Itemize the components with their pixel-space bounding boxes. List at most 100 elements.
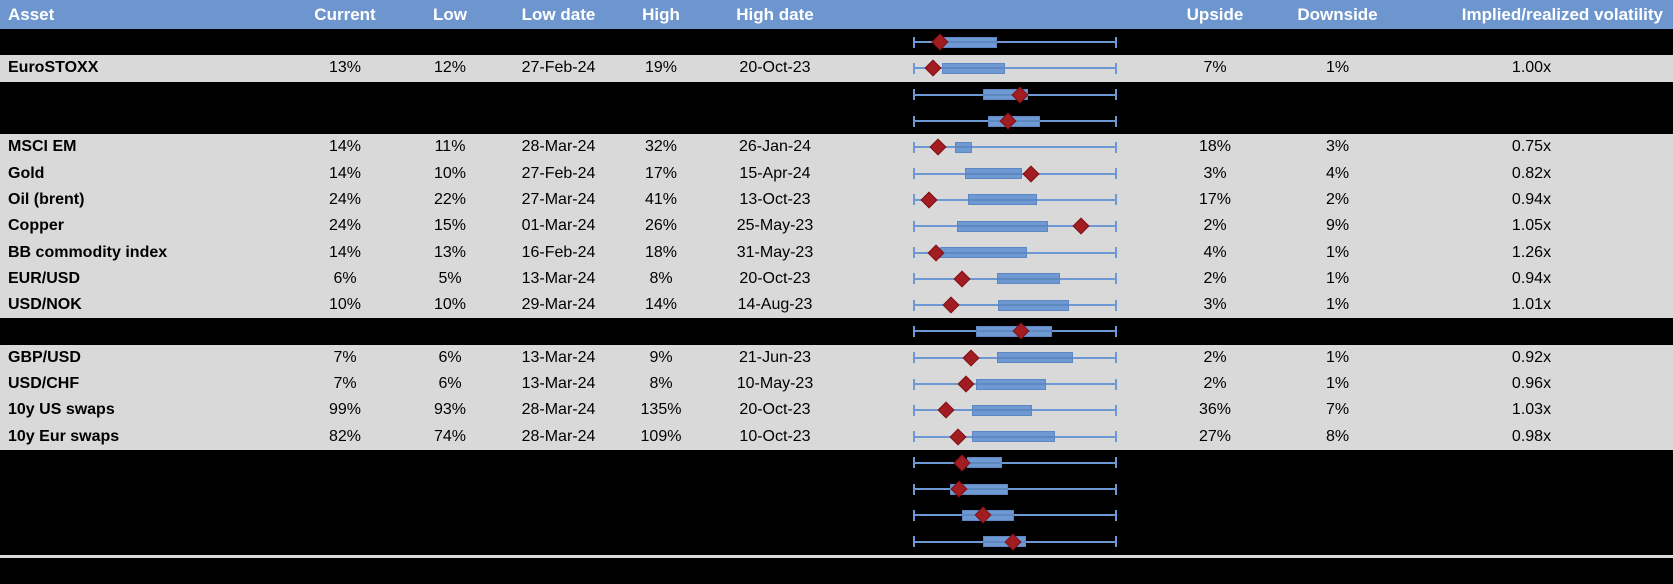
boxplot [913, 318, 1117, 344]
box-range [997, 352, 1073, 364]
cell-low: 12% [433, 59, 467, 77]
whisker-cap-left [913, 509, 915, 521]
cell-high: 32% [644, 138, 678, 156]
cell-low-date: 28-Mar-24 [521, 401, 596, 419]
cell-downside: 7% [1325, 401, 1350, 419]
table-row: MSCI EM 14% 11% 28-Mar-24 32% 26-Jan-24 18% 3% 0… [0, 134, 1673, 161]
cell-high: 17% [644, 164, 678, 182]
bottom-separator-line [0, 554, 1673, 558]
boxplot [913, 160, 1117, 186]
boxplot-cell [845, 160, 1145, 186]
cell-high-date: 25-May-23 [736, 217, 814, 235]
cell-asset: USD/NOK [8, 296, 82, 314]
cell-high: 18% [644, 243, 678, 261]
cell-low: 11% [434, 138, 466, 156]
cell-current: 10% [328, 296, 362, 314]
whisker-cap-right [1115, 299, 1117, 311]
boxplot-cell [845, 266, 1145, 292]
boxplot [913, 397, 1117, 423]
table-row: 10y Eur swaps 82% 74% 28-Mar-24 109% 10-Oct-2… [0, 423, 1673, 450]
cell-low: 74% [433, 427, 467, 445]
col-header-upside: Upside [1186, 4, 1244, 24]
boxplot [913, 134, 1117, 160]
box-range [967, 457, 1002, 469]
cell-high-date: 20-Oct-23 [739, 59, 811, 77]
box-range [941, 62, 1005, 74]
col-header-implied-realized-volatility: Implied/realized volatility [1461, 4, 1663, 24]
whisker-cap-left [913, 378, 915, 390]
cell-high-date: 10-May-23 [736, 375, 814, 392]
whisker-cap-right [1115, 325, 1117, 337]
boxplot [913, 29, 1117, 55]
cell-upside: 2% [1203, 217, 1227, 235]
cell-high-date: 10-Oct-23 [739, 427, 811, 445]
cell-downside: 1% [1325, 348, 1350, 366]
cell-high: 41% [644, 190, 678, 208]
cell-low: 15% [433, 217, 467, 235]
cell-low: 6% [438, 375, 462, 392]
col-header-low-date: Low date [521, 4, 596, 24]
boxplot [913, 266, 1117, 292]
boxplot-cell [845, 82, 1145, 108]
boxplot-cell [845, 239, 1145, 265]
cell-low: 22% [433, 190, 467, 208]
cell-iv-rv: 1.01x [1511, 296, 1552, 314]
cell-upside: 18% [1198, 138, 1232, 156]
table-body: EuroSTOXX 13% 12% 27-Feb-24 19% 20-Oct-23 7% 1%… [0, 29, 1673, 555]
whisker-cap-left [913, 89, 915, 101]
boxplot-cell [845, 213, 1145, 239]
cell-downside: 1% [1325, 59, 1350, 77]
table-row [0, 528, 1673, 555]
cell-asset: USD/CHF [8, 375, 80, 392]
cell-current: 24% [328, 190, 362, 208]
boxplot-cell [845, 371, 1145, 397]
whisker-cap-right [1115, 115, 1117, 127]
cell-current: 24% [328, 217, 362, 235]
cell-low-date: 13-Mar-24 [521, 269, 596, 287]
cell-current: 14% [328, 164, 362, 182]
whisker-cap-left [913, 299, 915, 311]
current-marker-diamond [957, 375, 975, 393]
cell-low-date: 13-Mar-24 [521, 375, 596, 392]
col-header-high: High [642, 4, 680, 24]
whisker-cap-left [913, 536, 915, 548]
box-range [939, 247, 1028, 259]
cell-high-date: 26-Jan-24 [738, 138, 812, 156]
cell-current: 6% [333, 269, 357, 287]
cell-iv-rv: 0.94x [1511, 269, 1552, 287]
cell-low-date: 27-Mar-24 [521, 190, 596, 208]
whisker-cap-right [1115, 273, 1117, 285]
boxplot [913, 239, 1117, 265]
whisker-cap-left [913, 62, 915, 74]
cell-low-date: 01-Mar-24 [521, 217, 596, 235]
cell-iv-rv: 0.98x [1511, 427, 1552, 445]
current-marker-diamond [929, 138, 947, 156]
cell-upside: 36% [1198, 401, 1232, 419]
cell-downside: 8% [1325, 427, 1350, 445]
box-range [965, 168, 1022, 180]
boxplot-cell [845, 292, 1145, 318]
cell-iv-rv: 1.26x [1511, 243, 1552, 261]
whisker-cap-left [913, 141, 915, 153]
cell-asset: GBP/USD [8, 348, 81, 366]
boxplot [913, 108, 1117, 134]
whisker-cap-right [1115, 509, 1117, 521]
cell-low-date: 28-Mar-24 [521, 138, 596, 156]
cell-high-date: 15-Apr-24 [739, 164, 811, 182]
boxplot [913, 502, 1117, 528]
table-header-row: Asset Current Low Low date High High dat… [0, 0, 1673, 29]
whisker-cap-right [1115, 194, 1117, 206]
boxplot [913, 82, 1117, 108]
box-range [955, 141, 972, 153]
cell-upside: 27% [1198, 427, 1232, 445]
boxplot [913, 345, 1117, 371]
whisker-line [913, 41, 1117, 44]
boxplot [913, 371, 1117, 397]
boxplot-cell [845, 318, 1145, 344]
col-header-asset: Asset [8, 4, 55, 24]
cell-asset: 10y Eur swaps [8, 427, 120, 445]
cell-low-date: 13-Mar-24 [521, 348, 596, 366]
cell-asset: EuroSTOXX [8, 59, 99, 77]
box-range [997, 273, 1061, 285]
